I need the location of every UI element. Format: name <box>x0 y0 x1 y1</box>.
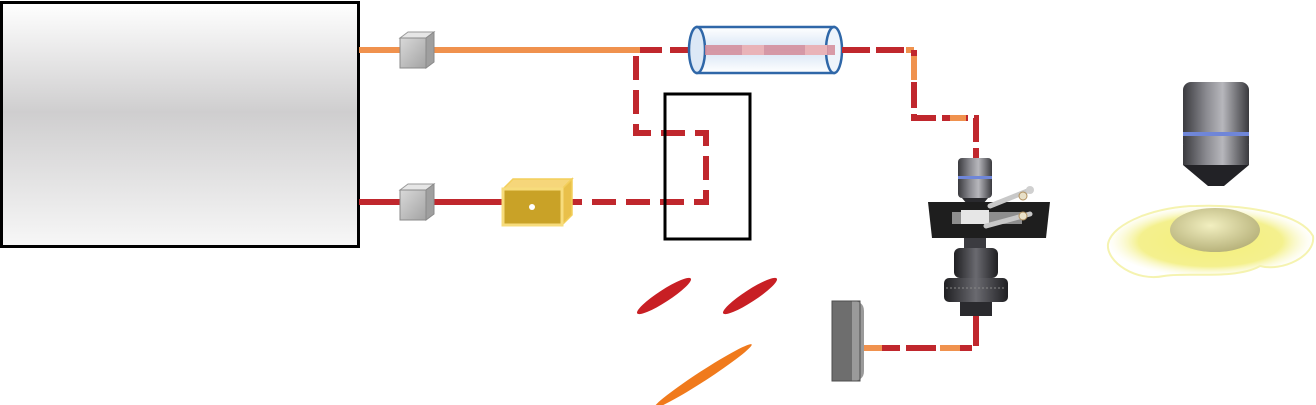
pulse-icon <box>654 344 752 405</box>
beam-detector-path <box>862 316 979 351</box>
detector-icon <box>831 300 864 382</box>
nonlinear-crystal-icon <box>501 177 574 227</box>
fiber-coupler-icon <box>398 31 436 69</box>
sample-stage-icon <box>928 186 1050 238</box>
fiber-tube-icon <box>687 25 844 75</box>
large-objective-icon <box>1183 82 1249 186</box>
sample-droplet-icon <box>1106 204 1315 279</box>
condenser-icon <box>944 238 1008 316</box>
fiber-coupler-icon-bottom <box>398 183 436 221</box>
pulse-icon <box>636 277 692 315</box>
delay-stage-box <box>663 92 752 241</box>
pulse-icon <box>722 277 778 315</box>
beam-right-path <box>911 50 979 158</box>
laser-source-box <box>0 1 360 248</box>
beam-split-down <box>566 56 709 205</box>
